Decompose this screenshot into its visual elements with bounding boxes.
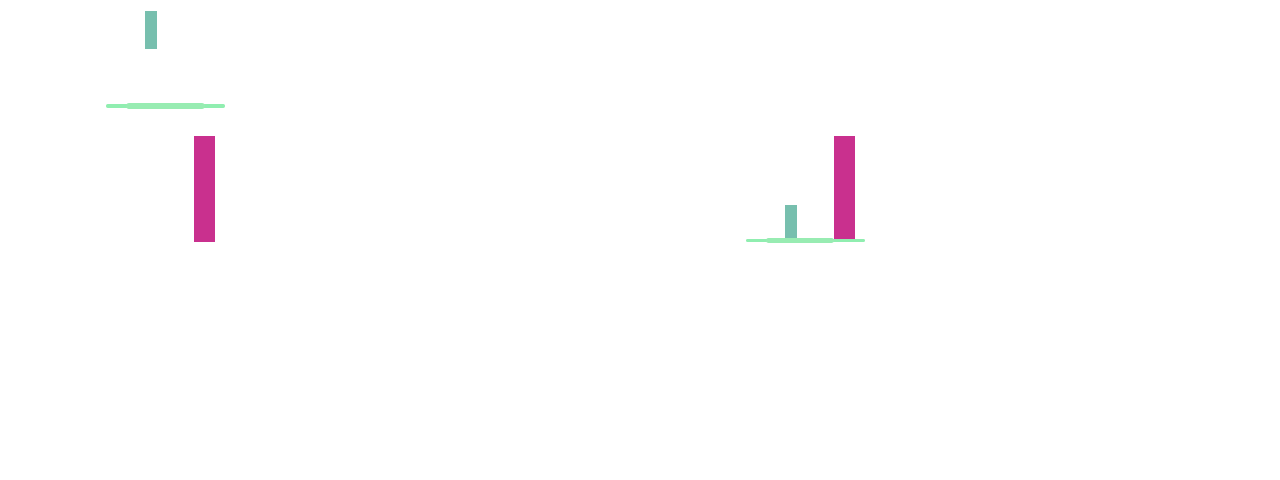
group-left: [100, 0, 240, 250]
green-line-right-inner: [766, 238, 834, 243]
magenta-bar-left: [194, 136, 215, 242]
teal-bar-right: [785, 205, 797, 242]
group-right: [740, 0, 880, 250]
magenta-bar-right: [834, 136, 855, 242]
teal-bar-left: [145, 11, 157, 49]
green-line-left-inner: [126, 103, 205, 109]
